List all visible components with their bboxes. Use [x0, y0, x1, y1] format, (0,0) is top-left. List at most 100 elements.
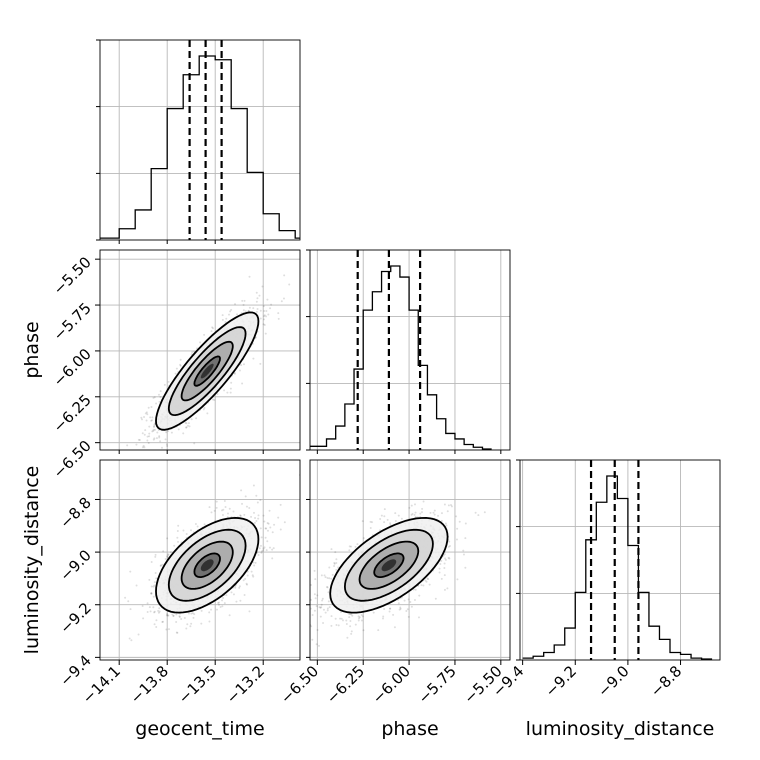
sample-point	[326, 607, 329, 610]
sample-point	[333, 562, 336, 565]
sample-point	[267, 313, 270, 316]
sample-point	[322, 621, 325, 624]
sample-point	[243, 593, 246, 596]
sample-point	[159, 564, 162, 567]
sample-point	[124, 483, 126, 485]
sample-point	[146, 610, 149, 613]
sample-point	[190, 353, 193, 356]
histogram-step-luminosity_distance	[522, 475, 713, 660]
sample-point	[399, 606, 402, 609]
sample-point	[330, 548, 333, 551]
sample-point	[314, 597, 317, 600]
sample-point	[443, 562, 446, 565]
sample-point	[394, 520, 397, 523]
sample-point	[447, 545, 450, 548]
sample-point	[177, 524, 180, 527]
sample-point	[153, 611, 156, 614]
sample-point	[420, 511, 423, 514]
sample-point	[195, 417, 198, 420]
sample-point	[221, 605, 224, 608]
sample-point	[154, 458, 156, 460]
sample-point	[328, 577, 331, 580]
sample-point	[174, 372, 177, 375]
contour-3	[167, 326, 247, 417]
sample-point	[418, 594, 421, 597]
sample-point	[339, 617, 342, 620]
sample-point	[172, 614, 175, 617]
sample-point	[271, 548, 274, 551]
sample-point	[176, 631, 179, 634]
sample-point	[146, 602, 149, 605]
sample-point	[405, 609, 408, 612]
sample-point	[310, 598, 312, 601]
sample-point	[265, 315, 268, 318]
sample-point	[283, 274, 286, 277]
y-tick-label-luminosity_distance: −9.2	[56, 599, 94, 637]
sample-point	[129, 570, 132, 573]
sample-point	[229, 391, 232, 394]
sample-point	[428, 583, 431, 586]
sample-point	[252, 575, 255, 578]
sample-point	[456, 527, 459, 530]
sample-point	[208, 506, 211, 509]
sample-point	[406, 608, 409, 611]
sample-point	[175, 621, 178, 624]
sample-point	[414, 588, 417, 591]
y-tick-label-luminosity_distance: −8.8	[56, 494, 94, 532]
sample-point	[167, 553, 170, 556]
sample-point	[417, 616, 420, 619]
sample-point	[241, 299, 244, 302]
sample-point	[448, 557, 451, 560]
sample-point	[264, 536, 267, 539]
sample-point	[446, 587, 449, 590]
sample-point	[256, 297, 259, 300]
sample-point	[335, 562, 338, 565]
sample-point	[424, 579, 427, 582]
sample-point	[210, 511, 213, 514]
sample-point	[360, 613, 363, 616]
sample-point	[191, 351, 194, 354]
sample-point	[155, 437, 158, 440]
sample-point	[259, 309, 262, 312]
sample-point	[182, 432, 185, 435]
sample-point	[381, 617, 384, 620]
sample-point	[362, 537, 365, 540]
sample-point	[244, 495, 247, 498]
contour-2	[180, 340, 234, 402]
sample-point	[394, 512, 397, 515]
sample-point	[272, 547, 275, 550]
sample-point	[179, 358, 182, 361]
sample-point	[369, 526, 372, 529]
sample-point	[340, 617, 343, 620]
sample-point	[166, 445, 169, 448]
sample-point	[443, 553, 446, 556]
sample-point	[434, 597, 437, 600]
sample-point	[464, 537, 467, 540]
sample-point	[222, 597, 225, 600]
sample-point	[255, 291, 258, 294]
contour-1	[373, 552, 405, 578]
y-tick-label-phase: −6.00	[50, 345, 95, 390]
panel-content	[124, 473, 300, 642]
sample-point	[262, 318, 265, 321]
histogram-luminosity_distance	[516, 459, 721, 661]
panel-frame	[99, 39, 301, 241]
sample-point	[302, 600, 304, 602]
sample-point	[277, 312, 280, 315]
sample-point	[242, 363, 245, 366]
sample-point	[124, 596, 127, 599]
sample-point	[232, 593, 235, 596]
sample-point	[164, 557, 167, 560]
sample-point	[143, 416, 146, 419]
sample-point	[192, 350, 195, 353]
sample-point	[350, 613, 353, 616]
sample-point	[255, 520, 258, 523]
sample-point	[152, 396, 155, 399]
sample-point	[253, 564, 256, 567]
sample-point	[444, 558, 447, 561]
sample-point	[252, 561, 255, 564]
density-fill	[200, 363, 214, 379]
sample-point	[262, 547, 265, 550]
sample-point	[326, 609, 329, 612]
sample-point	[369, 520, 372, 523]
